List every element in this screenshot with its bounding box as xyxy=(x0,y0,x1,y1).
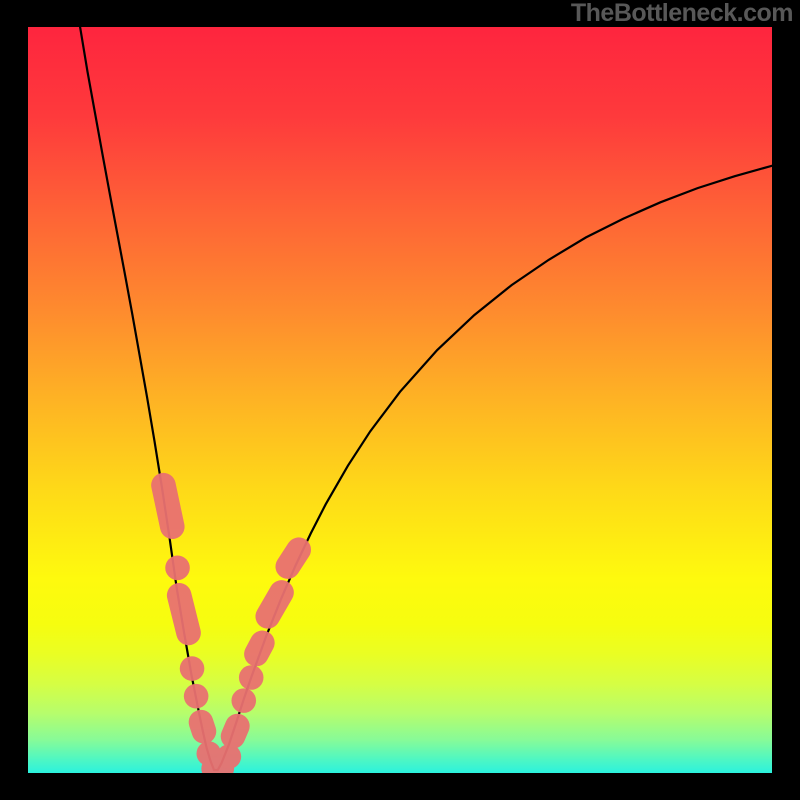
marker-dot xyxy=(165,556,190,581)
marker-dot xyxy=(217,744,242,769)
marker-dot xyxy=(184,684,209,709)
plot-area xyxy=(28,27,772,773)
frame-right xyxy=(772,0,800,800)
marker-dot xyxy=(231,688,256,713)
bottleneck-chart: TheBottleneck.com xyxy=(0,0,800,800)
watermark: TheBottleneck.com xyxy=(571,0,793,28)
frame-left xyxy=(0,0,28,800)
chart-svg xyxy=(28,27,772,773)
frame-bottom xyxy=(0,773,800,800)
marker-dot xyxy=(180,656,205,681)
gradient-background xyxy=(28,27,772,773)
marker-dot xyxy=(239,665,264,690)
